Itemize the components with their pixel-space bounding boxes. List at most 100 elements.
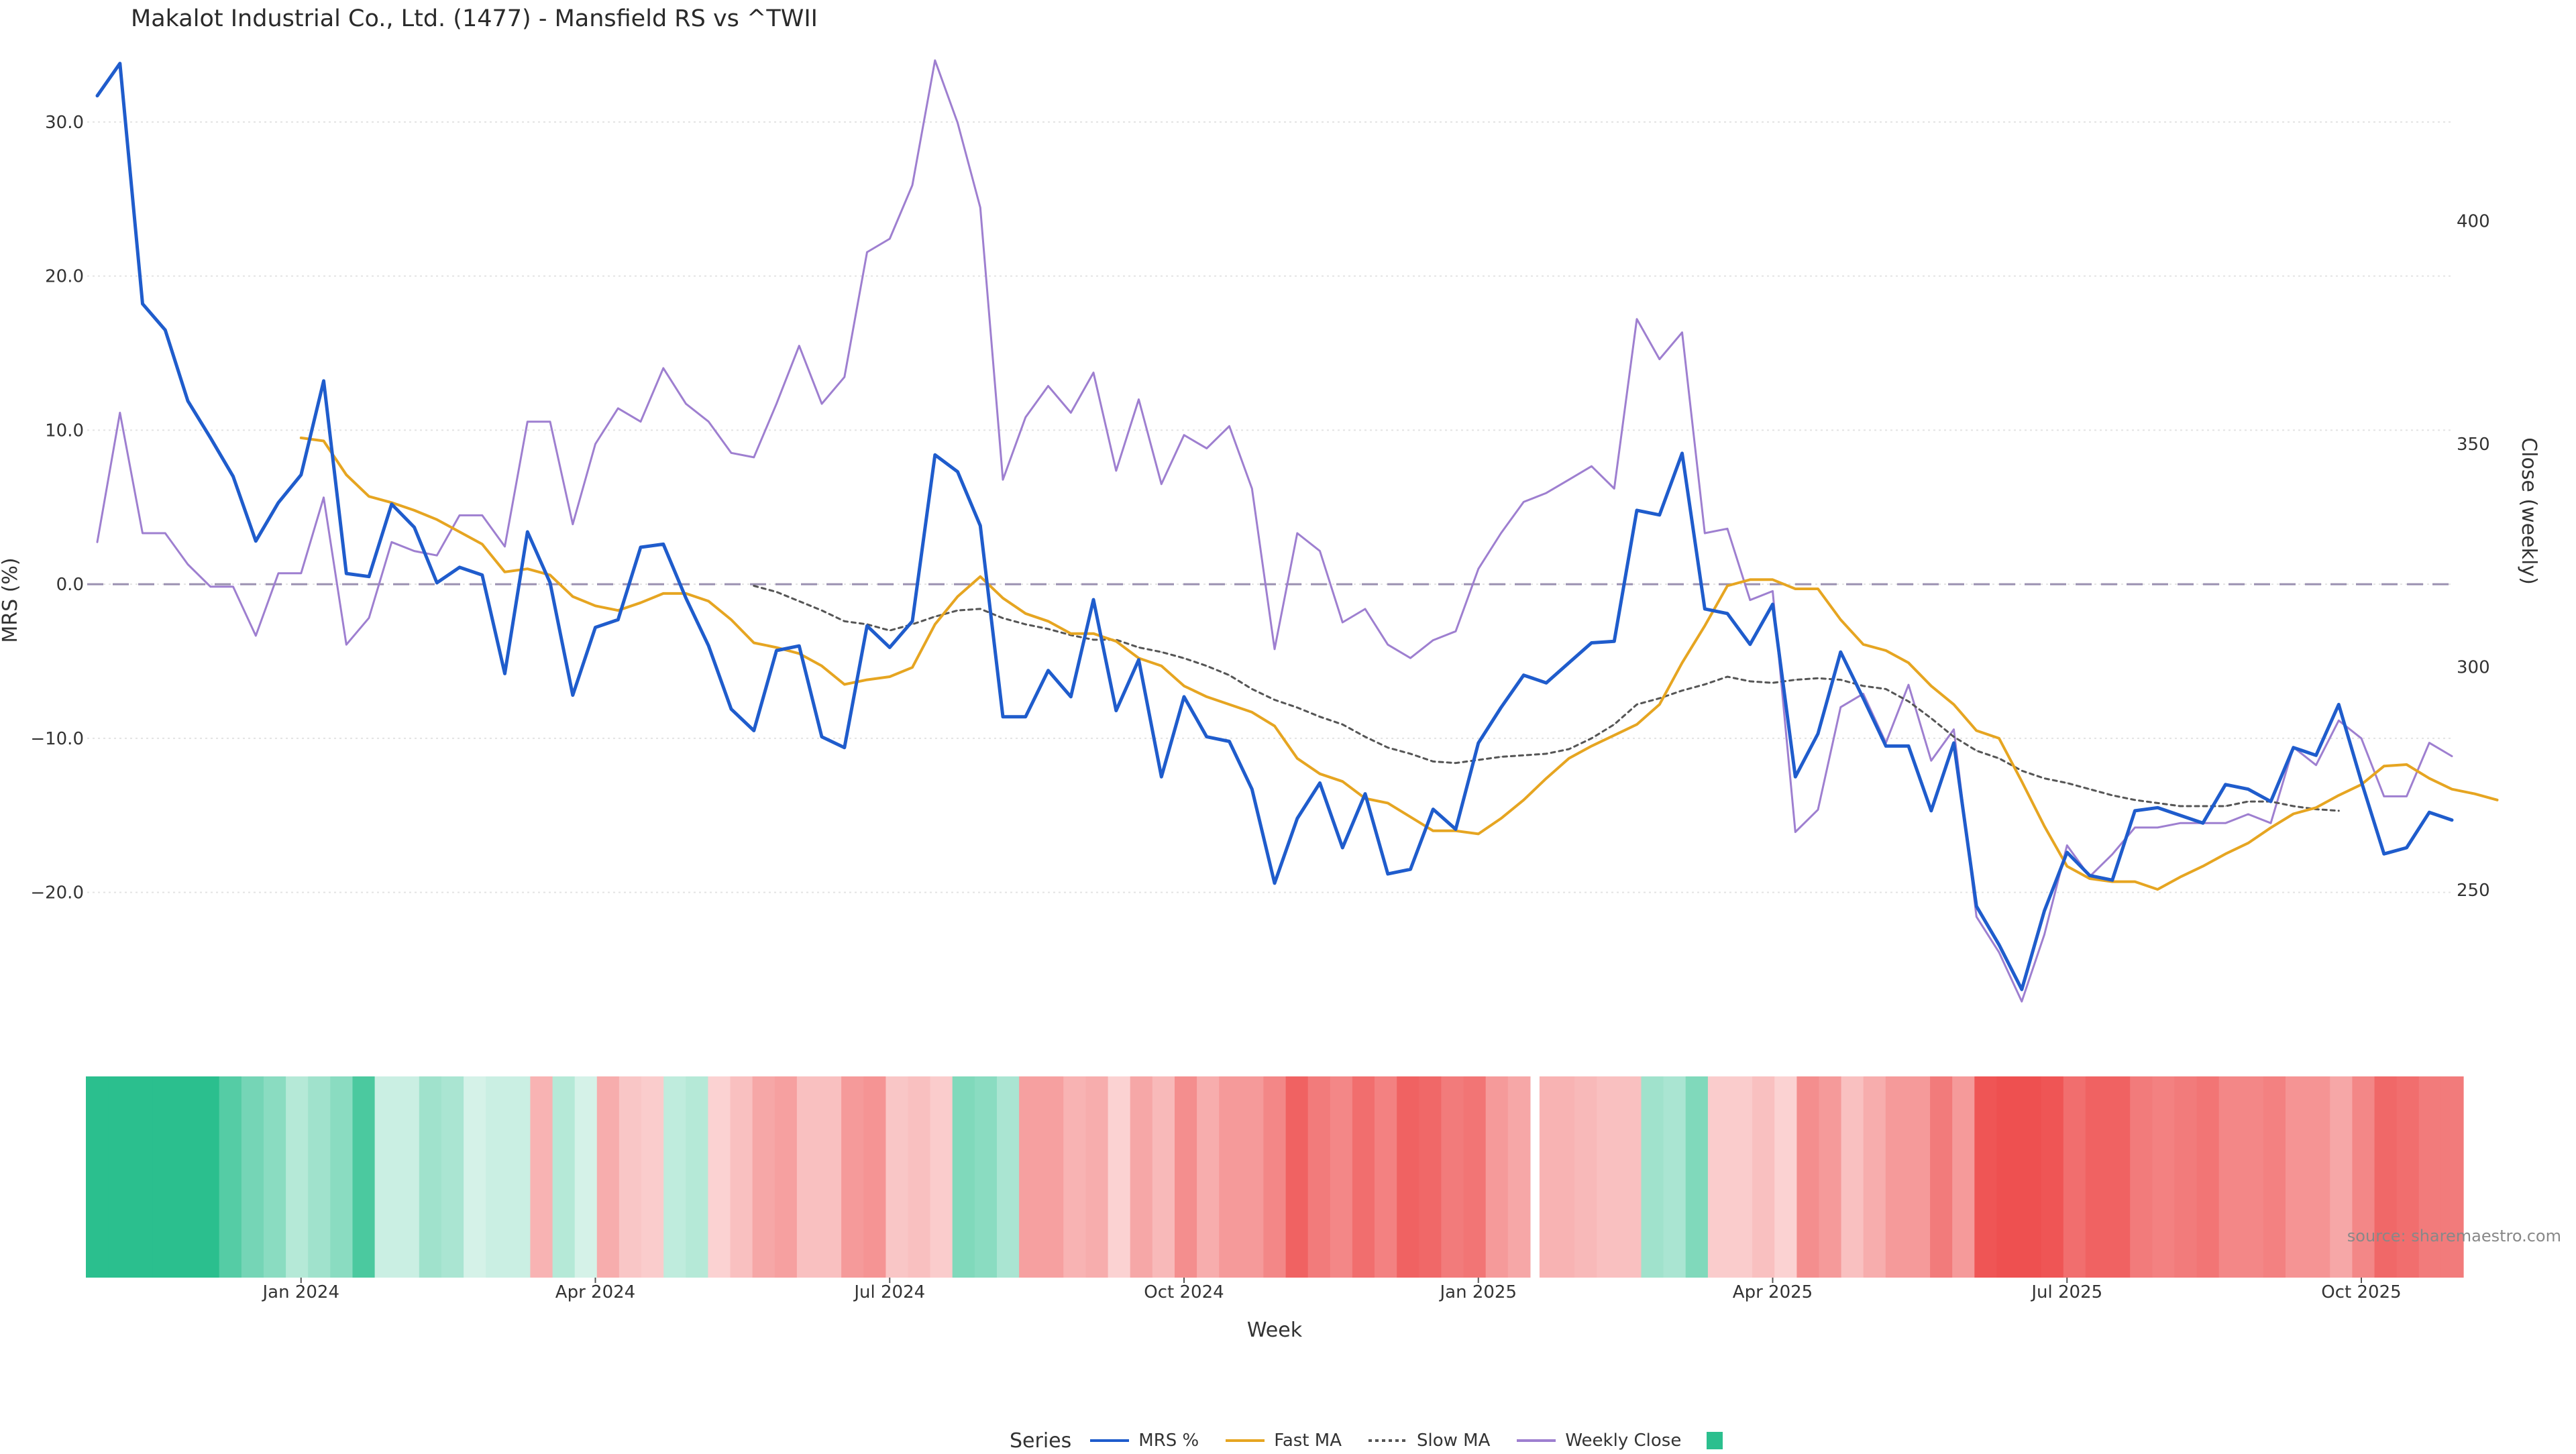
x-tick-label: Oct 2024 — [1144, 1282, 1224, 1302]
heatmap-cell — [1597, 1076, 1619, 1278]
mrs-point — [617, 619, 619, 620]
heatmap-cell — [974, 1076, 998, 1278]
heatmap-cell — [1441, 1076, 1464, 1278]
fast-ma-point — [1636, 724, 1638, 725]
legend-item[interactable]: MRS % — [1089, 1431, 1199, 1451]
mrs-point — [504, 673, 506, 675]
slow-ma-point — [1364, 736, 1366, 738]
fast-ma-point — [1342, 781, 1343, 782]
fast-ma-point — [1523, 799, 1524, 801]
fast-ma-point — [775, 647, 777, 649]
mrs-point — [1455, 828, 1456, 830]
heatmap-cell — [1108, 1076, 1131, 1278]
heatmap-cell — [2418, 1076, 2442, 1278]
fast-ma-point — [2247, 842, 2249, 844]
weekly-close-point — [1228, 425, 1230, 427]
legend-swatch — [1517, 1439, 1556, 1442]
weekly-close-point — [549, 421, 551, 423]
legend: Series MRS % Fast MA Slow MA Weekly Close — [1010, 1427, 1748, 1454]
weekly-close-point — [1364, 608, 1366, 610]
slow-ma-point — [979, 608, 981, 610]
heatmap-cell — [1397, 1076, 1419, 1278]
weekly-close-point — [1613, 488, 1615, 490]
heatmap-cell — [1285, 1076, 1309, 1278]
legend-item[interactable] — [1707, 1432, 1723, 1449]
fast-ma-point — [1862, 644, 1864, 645]
heatmap-cell — [152, 1076, 176, 1278]
heatmap-strip — [86, 1076, 2464, 1278]
heatmap-cell — [663, 1076, 686, 1278]
heatmap-cell — [1241, 1076, 1264, 1278]
heatmap-cell — [930, 1076, 953, 1278]
slow-ma-point — [2247, 801, 2249, 802]
weekly-close-point — [1953, 729, 1955, 730]
fast-ma-point — [753, 642, 755, 644]
x-tick-label: Jul 2025 — [2030, 1282, 2102, 1302]
slow-ma-point — [1636, 704, 1638, 705]
weekly-close-point — [1817, 809, 1819, 810]
slow-ma-point — [1953, 736, 1955, 738]
heatmap-cell — [1707, 1076, 1731, 1278]
mrs-point — [549, 582, 551, 583]
heatmap-cell — [2085, 1076, 2108, 1278]
heatmap-cell — [863, 1076, 886, 1278]
fast-ma-point — [640, 602, 641, 604]
legend-item[interactable]: Slow MA — [1367, 1431, 1490, 1451]
slow-ma-point — [2293, 805, 2294, 807]
heatmap-cell — [1219, 1076, 1242, 1278]
heatmap-cell — [2263, 1076, 2286, 1278]
fast-ma-point — [1953, 704, 1955, 705]
heatmap-cell — [264, 1076, 286, 1278]
mrs-point — [1478, 742, 1479, 744]
heatmap-cell — [396, 1076, 420, 1278]
heatmap-cell — [1307, 1076, 1331, 1278]
slow-ma-point — [1568, 748, 1570, 750]
legend-item[interactable]: Weekly Close — [1515, 1431, 1681, 1451]
weekly-close-line — [96, 59, 2453, 1003]
heatmap-cell — [1041, 1076, 1064, 1278]
mrs-point — [1002, 716, 1004, 718]
mrs-point — [1953, 742, 1955, 744]
heatmap-cell — [952, 1076, 975, 1278]
weekly-close-point — [1998, 952, 2000, 953]
fast-ma-point — [2428, 778, 2430, 779]
heatmap-cell — [2440, 1076, 2464, 1278]
fast-ma-point — [345, 474, 347, 476]
weekly-close-point — [1976, 916, 1977, 917]
fast-ma-point — [1772, 579, 1774, 580]
heatmap-cell — [441, 1076, 464, 1278]
mrs-point — [2021, 989, 2023, 990]
heatmap-cell — [819, 1076, 842, 1278]
mrs-point — [979, 525, 981, 526]
heatmap-cell — [2196, 1076, 2220, 1278]
slow-ma-point — [1183, 657, 1185, 659]
fast-ma-point — [459, 531, 460, 533]
mrs-point — [2224, 784, 2226, 785]
legend-swatch — [1368, 1439, 1407, 1442]
mrs-point — [2406, 847, 2408, 848]
fast-ma-point — [2406, 764, 2408, 765]
slow-ma-point — [1206, 665, 1208, 667]
heatmap-cell — [419, 1076, 442, 1278]
heatmap-cell — [174, 1076, 198, 1278]
mrs-point — [119, 63, 121, 64]
x-axis: Jan 2024 Apr 2024 Jul 2024 Oct 2024 Jan 2025… — [261, 1278, 2402, 1342]
legend-item[interactable]: Fast MA — [1224, 1431, 1342, 1451]
heatmap-cell — [2019, 1076, 2042, 1278]
slow-ma-point — [1613, 724, 1615, 725]
x-tick-label: Apr 2025 — [1733, 1282, 1813, 1302]
heatmap-cell — [197, 1076, 220, 1278]
mrs-point — [527, 531, 528, 533]
fast-ma-point — [1228, 704, 1230, 705]
mrs-point — [798, 645, 800, 647]
y-left-tick-label: 20.0 — [45, 267, 84, 287]
slow-ma-point — [957, 610, 959, 611]
slow-ma-point — [1432, 761, 1434, 762]
mrs-point — [1387, 873, 1389, 875]
weekly-close-point — [391, 541, 392, 543]
slow-ma-point — [1908, 701, 1909, 702]
legend-label: Weekly Close — [1565, 1431, 1682, 1451]
x-tick-label: Jan 2025 — [1438, 1282, 1517, 1302]
slow-ma-point — [1976, 750, 1977, 751]
